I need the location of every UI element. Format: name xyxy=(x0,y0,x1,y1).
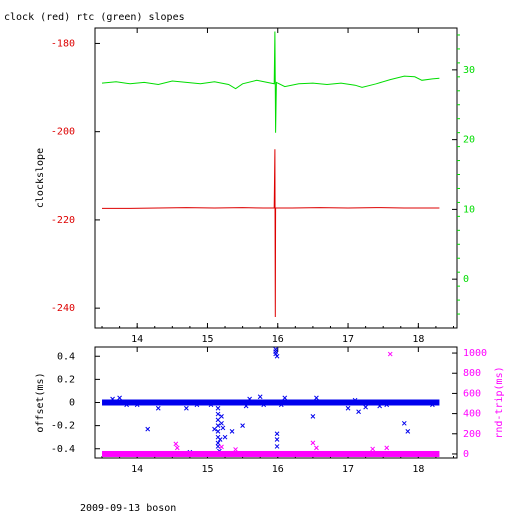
series-offset-point xyxy=(110,396,115,402)
series-offset-point xyxy=(247,396,252,402)
series-clock-line xyxy=(102,149,440,318)
series-offset-point xyxy=(124,402,129,408)
series-rndtrip-point xyxy=(370,446,376,452)
series-offset-point xyxy=(194,402,200,408)
series-rndtrip-point xyxy=(174,445,180,451)
series-offset-point xyxy=(106,400,112,405)
series-offset-point xyxy=(222,434,228,440)
series-rtc-line xyxy=(101,31,440,133)
series-offset-point xyxy=(401,420,407,426)
y-tick-label: -200 xyxy=(51,127,75,138)
series-offset-point xyxy=(278,402,284,408)
y2-tick-label: 0 xyxy=(463,449,469,460)
series-offset-point xyxy=(217,437,223,442)
y2-tick-label: 30 xyxy=(463,65,475,76)
y-tick-label: 0.4 xyxy=(57,351,75,362)
series-offset-point xyxy=(257,394,263,400)
x-tick-label: 18 xyxy=(412,464,424,475)
series-offset-point xyxy=(310,414,316,419)
series-rndtrip-point xyxy=(387,351,393,357)
series-offset-point xyxy=(134,402,140,408)
series-offset-point xyxy=(145,426,151,432)
y2-tick-label: 10 xyxy=(463,204,475,215)
x-tick-label: 15 xyxy=(201,464,213,475)
x-tick-label: 15 xyxy=(201,334,213,345)
series-offset-point xyxy=(274,437,280,442)
series-rndtrip-point xyxy=(173,441,179,447)
series-offset-point xyxy=(314,395,319,401)
y-tick-label: -220 xyxy=(51,215,75,226)
plot-frame-0 xyxy=(94,27,458,329)
y2-tick-label: 0 xyxy=(463,274,469,285)
series-offset-point xyxy=(282,395,288,401)
y-tick-label: 0.2 xyxy=(57,374,75,385)
series-offset-point xyxy=(184,405,189,411)
series-rndtrip-point xyxy=(384,445,390,451)
series-offset-point xyxy=(405,429,411,434)
x-tick-label: 16 xyxy=(272,334,284,345)
series-offset-point xyxy=(219,420,224,426)
series-offset-point xyxy=(117,395,122,401)
series-offset-point xyxy=(215,417,221,423)
x-tick-label: 18 xyxy=(412,334,424,345)
series-offset-point xyxy=(215,423,221,428)
x-tick-label: 14 xyxy=(131,334,143,345)
y2-tick-label: 600 xyxy=(463,388,481,399)
y2-tick-label: 20 xyxy=(463,135,475,146)
series-offset-point xyxy=(261,402,267,408)
series-offset-point xyxy=(377,403,383,409)
series-offset-point xyxy=(208,402,214,408)
series-offset-point xyxy=(155,405,161,411)
series-offset-point xyxy=(363,404,368,410)
plot-layer: 14 15 16 17 18 -180 -200 -220 -240 30 20 10 0 clocksl… xyxy=(35,27,505,475)
series-offset-point xyxy=(274,431,280,437)
series-rndtrip-point xyxy=(314,445,319,451)
series-offset-point xyxy=(274,353,280,359)
y2-tick-label: 200 xyxy=(463,429,481,440)
series-offset-point xyxy=(219,414,224,419)
series-offset-point xyxy=(215,440,221,446)
series-offset-point xyxy=(240,423,245,428)
series-rndtrip-point xyxy=(310,440,316,446)
chart-footer: 2009-09-13 boson xyxy=(80,503,176,512)
series-offset-point xyxy=(274,444,280,449)
series-offset-point xyxy=(273,349,279,354)
series-offset-point xyxy=(212,426,217,432)
y-axis-label: clockslope xyxy=(35,148,46,208)
series-offset-point xyxy=(384,402,390,408)
series-offset-point xyxy=(356,409,361,415)
series-offset-point xyxy=(430,402,435,408)
y2-tick-label: 400 xyxy=(463,409,481,420)
series-offset-point xyxy=(220,425,226,431)
series-rndtrip-point xyxy=(219,444,224,450)
y-tick-label: -0.2 xyxy=(51,421,75,432)
y2-axis-label: rnd-trip(ms) xyxy=(494,366,505,438)
series-offset-point xyxy=(243,403,249,409)
y-tick-label: -180 xyxy=(51,38,75,49)
y-tick-label: -240 xyxy=(51,303,75,314)
y2-tick-label: 1000 xyxy=(463,348,487,359)
x-tick-label: 14 xyxy=(131,464,143,475)
series-offset-point xyxy=(352,397,358,403)
x-tick-label: 17 xyxy=(342,464,354,475)
y-tick-label: 0 xyxy=(69,398,75,409)
series-offset-point xyxy=(345,405,351,411)
series-offset-point xyxy=(215,405,221,411)
series-rndtrip-point xyxy=(233,447,238,452)
y-axis-label: offset(ms) xyxy=(35,372,46,432)
y2-tick-label: 800 xyxy=(463,368,481,379)
series-offset-point xyxy=(215,411,221,417)
series-offset-band xyxy=(102,399,440,406)
x-tick-label: 17 xyxy=(342,334,354,345)
series-rndtrip-band xyxy=(102,450,440,457)
x-tick-label: 16 xyxy=(272,464,284,475)
chart-title: clock (red) rtc (green) slopes xyxy=(4,12,185,23)
y-tick-label: -0.4 xyxy=(51,444,75,455)
series-offset-point xyxy=(215,429,221,434)
series-offset-point xyxy=(229,429,235,434)
